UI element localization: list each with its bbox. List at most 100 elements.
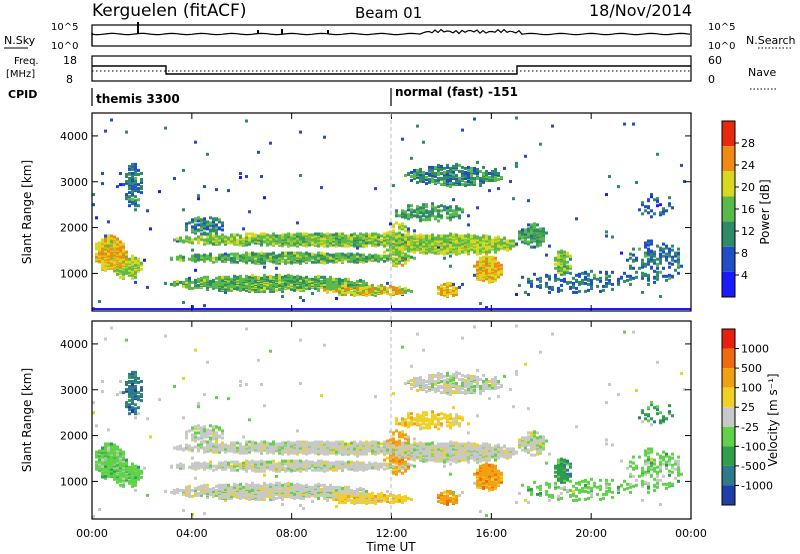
power-cell xyxy=(473,264,476,268)
power-cell xyxy=(539,276,542,280)
power-cell xyxy=(647,282,650,286)
power-cell xyxy=(395,214,398,218)
power-cell xyxy=(677,260,680,264)
velocity-cell xyxy=(188,465,191,469)
power-cell xyxy=(125,175,128,178)
power-cell xyxy=(461,238,464,242)
power-cell xyxy=(281,243,284,247)
power-cell xyxy=(545,281,548,285)
power-cell xyxy=(329,282,332,286)
power-cell xyxy=(128,257,131,261)
power-cell xyxy=(122,254,125,258)
power-cell xyxy=(398,214,401,218)
power-cell xyxy=(527,223,530,227)
power-cell xyxy=(101,256,104,260)
power-cell xyxy=(581,281,584,285)
power-cell xyxy=(650,249,653,253)
power-cell xyxy=(443,166,446,170)
power-cell xyxy=(248,236,251,240)
power-cell xyxy=(410,249,413,253)
power-cell xyxy=(419,249,422,253)
power-cell xyxy=(350,233,353,237)
power-cell xyxy=(215,256,218,260)
power-cell xyxy=(356,254,359,258)
power-cell xyxy=(563,255,566,259)
power-cell xyxy=(404,215,407,219)
velocity-cell xyxy=(209,466,212,470)
power-cell xyxy=(551,287,554,291)
power-cell xyxy=(653,261,656,265)
power-cell xyxy=(383,235,386,239)
power-cell xyxy=(221,236,224,240)
power-cell xyxy=(461,128,464,132)
power-cell xyxy=(95,242,98,246)
power-cell xyxy=(293,279,296,283)
power-cell xyxy=(98,252,101,256)
power-cell xyxy=(134,259,137,263)
power-cell xyxy=(242,227,245,231)
power-cell xyxy=(530,236,533,240)
power-cell xyxy=(158,190,161,194)
velocity-cell xyxy=(239,451,242,455)
velocity-cell xyxy=(236,446,239,450)
power-cell xyxy=(671,274,674,278)
power-cell xyxy=(338,257,341,261)
velocity-cell xyxy=(134,416,137,420)
power-cell xyxy=(269,141,272,145)
power-cell xyxy=(458,234,461,238)
power-cell xyxy=(353,258,356,262)
velocity-cell xyxy=(116,476,119,480)
power-cell xyxy=(440,177,443,180)
power-cell xyxy=(185,235,188,239)
power-cell xyxy=(485,258,488,262)
power-cell xyxy=(467,238,470,242)
power-cell xyxy=(269,240,272,244)
power-cell xyxy=(485,254,488,258)
power-cell xyxy=(128,191,131,195)
power-cell xyxy=(485,241,488,245)
power-cell xyxy=(452,209,455,213)
velocity-cell xyxy=(110,444,113,448)
power-cell xyxy=(197,219,200,223)
power-cell xyxy=(293,253,296,257)
power-cell xyxy=(410,289,413,293)
velocity-cell xyxy=(191,462,194,466)
power-cell xyxy=(125,193,128,197)
power-cell xyxy=(146,209,149,213)
power-cell xyxy=(182,258,185,262)
power-cell xyxy=(119,183,122,187)
power-cell xyxy=(446,170,449,173)
power-cell xyxy=(269,278,272,282)
power-cell xyxy=(284,233,287,237)
power-cell xyxy=(101,182,104,186)
power-cell xyxy=(452,182,455,186)
power-cell xyxy=(548,276,551,280)
velocity-cell xyxy=(173,446,176,450)
power-cell xyxy=(587,277,590,281)
velocity-cell xyxy=(134,412,137,416)
power-cell xyxy=(101,172,104,175)
power-cell xyxy=(335,244,338,248)
velocity-cell xyxy=(239,384,242,387)
power-cell xyxy=(398,260,401,264)
power-cell xyxy=(368,253,371,257)
power-cell xyxy=(410,208,413,212)
power-cell xyxy=(224,290,227,294)
power-cell xyxy=(236,286,239,290)
power-cell xyxy=(338,284,341,288)
power-cell xyxy=(308,252,311,256)
power-cell xyxy=(332,241,335,245)
power-cell xyxy=(308,279,311,283)
power-cell xyxy=(119,240,122,244)
power-cell xyxy=(239,287,242,291)
power-cell xyxy=(206,220,209,224)
power-cell xyxy=(206,222,209,226)
power-cell xyxy=(302,236,305,240)
power-cell xyxy=(230,233,233,237)
power-cell xyxy=(530,282,533,286)
power-cell xyxy=(530,284,533,288)
velocity-cell xyxy=(224,460,227,464)
velocity-cell xyxy=(206,445,209,449)
power-cell xyxy=(308,277,311,281)
power-cell xyxy=(374,253,377,257)
